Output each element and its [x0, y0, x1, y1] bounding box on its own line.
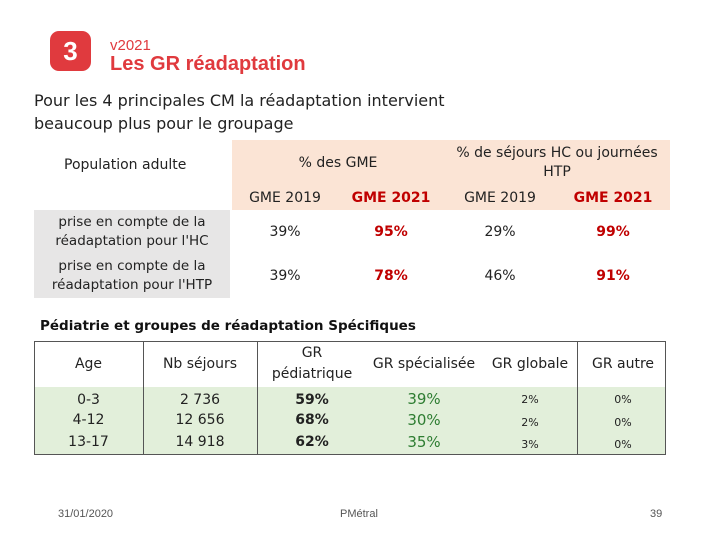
footer-date: 31/01/2020 [58, 508, 114, 520]
page-number: 39 [650, 508, 663, 520]
cell-hc-gme2019-a: 39% [269, 224, 301, 240]
cell-age: 4-12 [72, 412, 105, 428]
cell-htp-gme2021-b: 91% [596, 268, 630, 284]
pediatric-table-title: Pédiatrie et groupes de réadaptation Spé… [40, 318, 416, 334]
cell-htp-gme2019-b: 46% [484, 268, 516, 284]
cell-gr-spec: 35% [407, 433, 441, 451]
cell-gr-glob: 2% [521, 393, 539, 406]
column-divider [257, 341, 258, 455]
cell-htp-gme2021-a: 78% [374, 268, 408, 284]
column-divider [577, 341, 578, 455]
version-label: v2021 [110, 37, 151, 54]
cell-gr-autre: 0% [614, 393, 632, 406]
cell-hc-gme2019-b: 29% [484, 224, 516, 240]
cell-nb: 2 736 [179, 392, 221, 408]
cell-gr-spec: 30% [407, 411, 441, 429]
cell-gr-autre: 0% [614, 416, 632, 429]
header-gr-pediatrique: GR pédiatrique [271, 345, 353, 382]
sub-header-gme2021-a: GME 2021 [338, 186, 444, 210]
cell-gr-glob: 3% [521, 438, 539, 451]
cell-gr-autre: 0% [614, 438, 632, 451]
column-divider [143, 341, 144, 455]
cell-age: 13-17 [68, 434, 109, 450]
header-gr-globale: GR globale [491, 355, 569, 372]
row-label-hc: prise en compte de la réadaptation pour … [34, 210, 230, 254]
header-age: Age [74, 355, 103, 372]
cell-gr-ped: 62% [295, 434, 329, 450]
gme-header: % des GME [232, 140, 444, 186]
header-gr-specialisee: GR spécialisée [372, 355, 476, 372]
cell-nb: 12 656 [175, 412, 225, 428]
section-number-badge: 3 [50, 31, 91, 71]
footer-author: PMétral [340, 508, 378, 520]
sub-header-gme2019-b: GME 2019 [444, 186, 556, 210]
sub-header-gme2021-b: GME 2021 [556, 186, 670, 210]
stays-header: % de séjours HC ou journées HTP [444, 140, 670, 186]
header-nb-sejours: Nb séjours [162, 355, 238, 372]
cell-gr-spec: 39% [407, 390, 441, 408]
cell-gr-ped: 68% [295, 412, 329, 428]
sub-header-gme2019-a: GME 2019 [232, 186, 338, 210]
cell-nb: 14 918 [175, 434, 225, 450]
cell-hc-gme2021-b: 99% [596, 224, 630, 240]
row-label-htp: prise en compte de la réadaptation pour … [34, 254, 230, 298]
page-title: Les GR réadaptation [110, 53, 306, 75]
cell-hc-gme2021-a: 95% [374, 224, 408, 240]
cell-age: 0-3 [77, 392, 100, 408]
cell-htp-gme2019-a: 39% [269, 268, 301, 284]
pediatric-table-header-row [34, 341, 666, 387]
intro-text: Pour les 4 principales CM la réadaptatio… [34, 91, 445, 133]
header-gr-autre: GR autre [591, 355, 655, 372]
cell-gr-ped: 59% [295, 392, 329, 408]
population-label: Population adulte [64, 157, 187, 173]
cell-gr-glob: 2% [521, 416, 539, 429]
